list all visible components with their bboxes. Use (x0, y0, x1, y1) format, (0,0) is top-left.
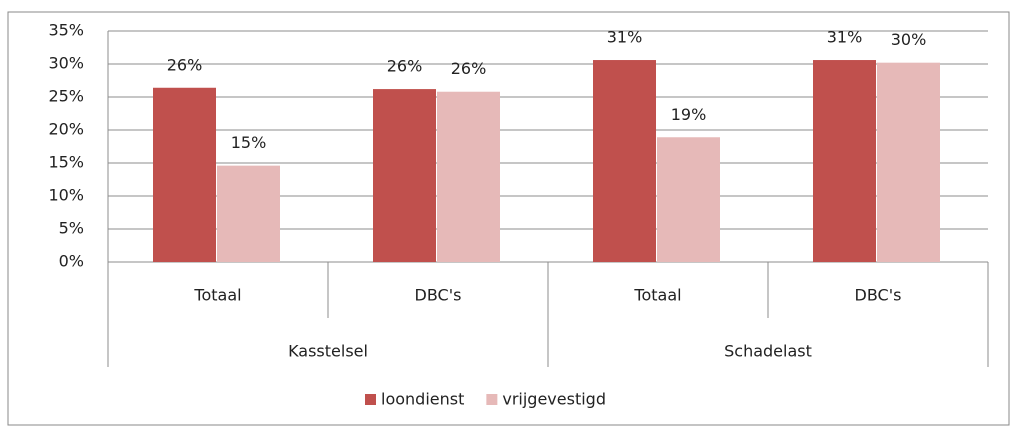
y-tick-label: 30% (48, 54, 84, 73)
y-tick-label: 10% (48, 186, 84, 205)
legend-label: vrijgevestigd (502, 390, 606, 409)
y-tick-label: 0% (59, 252, 84, 271)
y-tick-label: 5% (59, 219, 84, 238)
value-label: 15% (231, 133, 267, 152)
legend-label: loondienst (381, 390, 464, 409)
legend-swatch (486, 394, 498, 405)
value-label: 26% (451, 59, 487, 78)
value-label: 31% (827, 28, 863, 47)
bar (593, 60, 656, 262)
value-label: 26% (387, 57, 423, 76)
legend-swatch (365, 394, 376, 405)
group-label: Schadelast (724, 342, 812, 361)
value-label: 31% (607, 28, 643, 47)
bar (153, 87, 216, 262)
x-tick-label: DBC's (415, 286, 462, 305)
bar (217, 165, 280, 262)
bar (813, 60, 876, 262)
bar (877, 62, 940, 263)
group-label: Kasstelsel (288, 342, 368, 361)
y-tick-label: 15% (48, 153, 84, 172)
y-tick-label: 25% (48, 87, 84, 106)
value-label: 19% (671, 105, 707, 124)
y-tick-label: 35% (48, 21, 84, 40)
x-tick-label: DBC's (855, 286, 902, 305)
bar (657, 137, 720, 262)
x-tick-label: Totaal (193, 286, 241, 305)
bar (437, 91, 500, 262)
y-tick-label: 20% (48, 120, 84, 139)
bar (373, 89, 436, 262)
value-label: 30% (891, 30, 927, 49)
value-label: 26% (167, 55, 203, 74)
x-tick-label: Totaal (633, 286, 681, 305)
